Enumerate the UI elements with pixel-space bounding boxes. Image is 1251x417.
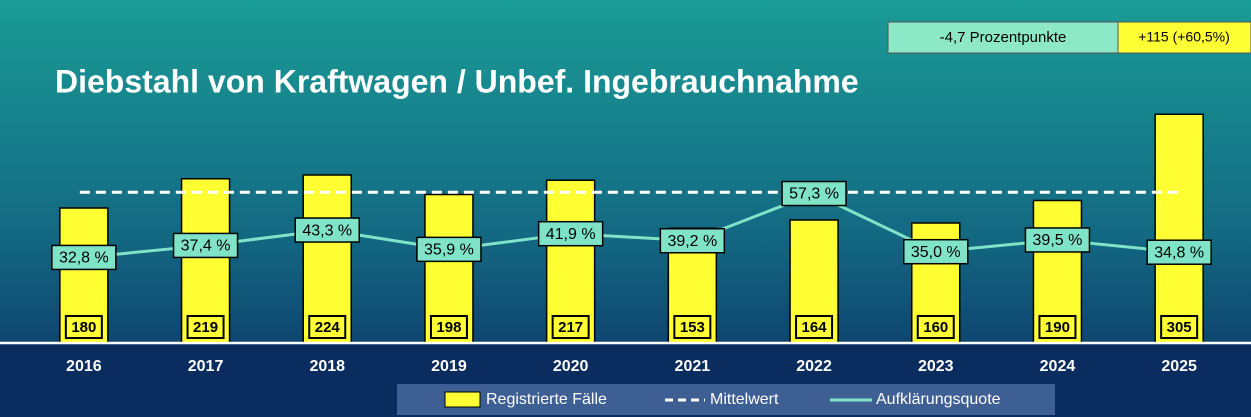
rate-label: 35,9 % — [424, 242, 474, 259]
bar-label-box — [64, 315, 103, 339]
rate-label-box — [51, 244, 117, 271]
bar-label-box — [673, 315, 712, 339]
x-tick-label: 2019 — [431, 358, 467, 375]
annotation: -4,7 Prozentpunkte — [940, 29, 1067, 46]
annotation-box — [1117, 21, 1251, 54]
chart-title: Diebstahl von Kraftwagen / Unbef. Ingebr… — [55, 63, 859, 99]
rate-label-box — [781, 180, 847, 207]
rate-label-box — [659, 227, 726, 254]
rate-label: 37,4 % — [181, 238, 231, 255]
bar-label-box — [1038, 315, 1077, 339]
bar-label-box — [551, 315, 590, 339]
x-tick-label: 2023 — [918, 358, 954, 375]
bar-label-box — [308, 315, 347, 339]
rate-label-box — [537, 220, 604, 247]
bar-label: 180 — [71, 319, 96, 336]
rate-label: 57,3 % — [789, 186, 839, 203]
legend-swatch — [444, 391, 481, 408]
x-tick-label: 2024 — [1040, 358, 1076, 375]
rate-label-box — [416, 236, 482, 263]
x-tick-label: 2017 — [188, 358, 224, 375]
rate-label-box — [1024, 227, 1091, 253]
x-tick-label: 2021 — [675, 358, 711, 375]
bar-label: 153 — [680, 319, 705, 336]
bar — [1154, 113, 1204, 344]
rate-label-box — [172, 232, 239, 259]
x-tick-label: 2020 — [553, 358, 589, 375]
rate-label-box — [1146, 239, 1212, 265]
rate-label: 34,8 % — [1154, 244, 1204, 261]
bar-label-box — [1160, 315, 1199, 339]
annotation: +115 (+60,5%) — [1138, 29, 1230, 45]
rate-label: 35,0 % — [911, 244, 961, 261]
bar-label: 305 — [1167, 319, 1192, 336]
rate-label: 41,9 % — [546, 226, 596, 243]
rate-label: 39,2 % — [667, 233, 717, 250]
bar-label-box — [186, 315, 225, 339]
rate-label: 39,5 % — [1033, 232, 1083, 249]
x-tick-label: 2022 — [796, 358, 832, 375]
rate-label-box — [903, 238, 969, 265]
bar-label-box — [429, 315, 468, 339]
rate-label: 43,3 % — [302, 222, 352, 239]
legend-label: Mittelwert — [710, 391, 779, 408]
bar-label: 198 — [436, 319, 461, 336]
bar-label: 217 — [558, 319, 583, 336]
bar-label-box — [795, 315, 834, 339]
bar-label: 219 — [193, 319, 218, 336]
legend-label: Aufklärungsquote — [876, 391, 1001, 408]
legend — [397, 384, 1055, 415]
bar-label: 164 — [802, 319, 828, 336]
bar-label: 160 — [923, 319, 948, 336]
bar-label: 190 — [1045, 319, 1070, 336]
x-tick-label: 2025 — [1161, 358, 1197, 375]
rate-label-box — [294, 217, 360, 243]
annotation-box — [887, 21, 1119, 54]
bar-label-box — [916, 315, 955, 339]
bar-label: 224 — [315, 319, 341, 336]
legend-label: Registrierte Fälle — [486, 391, 607, 408]
x-tick-label: 2016 — [66, 358, 102, 375]
rate-label: 32,8 % — [59, 250, 109, 267]
x-tick-label: 2018 — [309, 358, 345, 375]
rate-line — [83, 191, 1180, 259]
